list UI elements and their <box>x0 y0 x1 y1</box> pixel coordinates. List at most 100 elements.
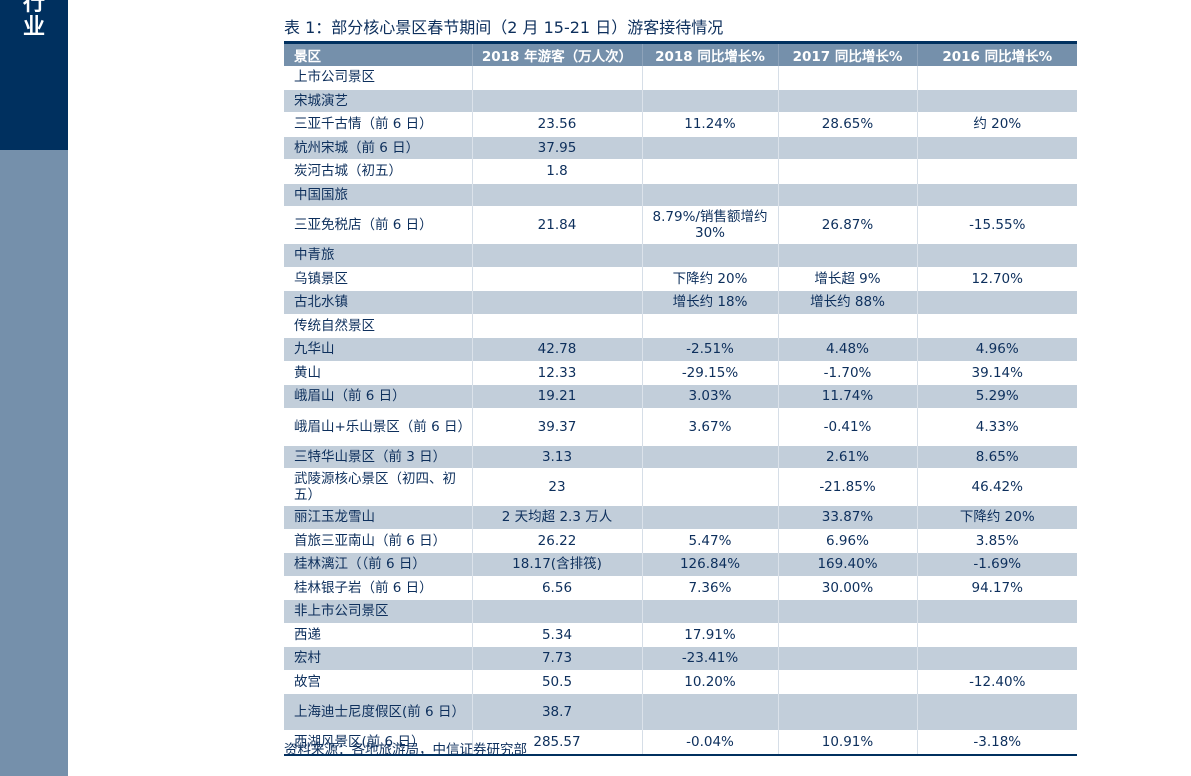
cell-2017-yoy: 10.91% <box>777 730 917 755</box>
cell-2018-yoy <box>641 159 778 183</box>
cell-2018-visitors: 37.95 <box>471 135 642 160</box>
cell-2016-yoy: 3.85% <box>916 528 1077 553</box>
cell-scenic-area: 传统自然景区 <box>284 313 472 338</box>
header-2018-yoy: 2018 同比增长% <box>641 42 778 66</box>
table-row: 上市公司景区 <box>284 66 1077 89</box>
table-row: 丽江玉龙雪山 2 天均超 2.3 万人 33.87% 下降约 20% <box>284 505 1077 529</box>
cell-2018-yoy: 126.84% <box>641 552 778 576</box>
cell-2018-yoy <box>641 313 778 338</box>
cell-2018-yoy <box>641 182 778 207</box>
cell-2017-yoy <box>777 669 917 694</box>
sidebar-section-label: 行业 <box>22 0 45 40</box>
cell-2016-yoy <box>916 182 1077 207</box>
cell-2016-yoy: 5.29% <box>916 384 1077 408</box>
cell-2018-visitors: 23.56 <box>471 112 642 136</box>
cell-2018-yoy: 下降约 20% <box>641 266 778 291</box>
cell-2018-yoy <box>641 66 778 89</box>
cell-2018-visitors <box>471 266 642 291</box>
cell-scenic-area: 桂林漓江（（前 6 日） <box>284 552 472 576</box>
cell-scenic-area: 宋城演艺 <box>284 88 472 113</box>
cell-2017-yoy: 2.61% <box>777 444 917 469</box>
cell-scenic-area: 古北水镇 <box>284 290 472 314</box>
cell-2018-yoy <box>641 468 778 506</box>
table-row: 非上市公司景区 <box>284 599 1077 623</box>
cell-2017-yoy <box>777 622 917 647</box>
cell-2018-yoy: -0.04% <box>641 730 778 755</box>
cell-2016-yoy: 46.42% <box>916 468 1077 506</box>
cell-2018-yoy: 10.20% <box>641 669 778 694</box>
cell-2018-yoy: 增长约 18% <box>641 290 778 314</box>
cell-2018-visitors <box>471 182 642 207</box>
table-row: 宏村 7.73 -23.41% <box>284 646 1077 670</box>
visitor-table: 景区 2018 年游客（万人次） 2018 同比增长% 2017 同比增长% 2… <box>284 41 1077 756</box>
cell-2018-visitors <box>471 243 642 267</box>
cell-2017-yoy: 11.74% <box>777 384 917 408</box>
cell-2018-visitors: 38.7 <box>471 693 642 731</box>
cell-2018-yoy <box>641 135 778 160</box>
cell-2018-visitors: 285.57 <box>471 730 642 755</box>
cell-2018-visitors: 12.33 <box>471 360 642 385</box>
cell-2017-yoy: 30.00% <box>777 575 917 600</box>
cell-2016-yoy <box>916 622 1077 647</box>
cell-2018-visitors <box>471 290 642 314</box>
cell-2018-yoy <box>641 599 778 623</box>
cell-2018-yoy: 17.91% <box>641 622 778 647</box>
cell-scenic-area: 黄山 <box>284 360 472 385</box>
cell-2016-yoy <box>916 646 1077 670</box>
cell-2018-visitors: 2 天均超 2.3 万人 <box>471 505 642 529</box>
cell-2016-yoy <box>916 66 1077 89</box>
cell-2018-yoy <box>641 505 778 529</box>
cell-2018-yoy: 3.03% <box>641 384 778 408</box>
cell-2016-yoy: -1.69% <box>916 552 1077 576</box>
table-row: 杭州宋城（前 6 日） 37.95 <box>284 135 1077 160</box>
cell-2017-yoy: 28.65% <box>777 112 917 136</box>
cell-scenic-area: 三亚千古情（前 6 日） <box>284 112 472 136</box>
header-scenic-area: 景区 <box>284 42 472 66</box>
cell-2018-visitors: 3.13 <box>471 444 642 469</box>
cell-scenic-area: 三特华山景区（前 3 日） <box>284 444 472 469</box>
header-2018-visitors: 2018 年游客（万人次） <box>471 42 642 66</box>
cell-2018-yoy: 8.79%/销售额增约 30% <box>641 206 778 244</box>
cell-2018-visitors <box>471 313 642 338</box>
cell-2017-yoy: 4.48% <box>777 337 917 361</box>
cell-scenic-area: 中国国旅 <box>284 182 472 207</box>
table-row: 三特华山景区（前 3 日） 3.13 2.61% 8.65% <box>284 444 1077 469</box>
cell-2016-yoy: 约 20% <box>916 112 1077 136</box>
cell-2018-visitors: 1.8 <box>471 159 642 183</box>
cell-2018-yoy: -23.41% <box>641 646 778 670</box>
cell-2018-yoy: 11.24% <box>641 112 778 136</box>
cell-2018-visitors: 26.22 <box>471 528 642 553</box>
cell-2016-yoy <box>916 599 1077 623</box>
cell-2018-visitors: 5.34 <box>471 622 642 647</box>
table-row: 黄山 12.33 -29.15% -1.70% 39.14% <box>284 360 1077 385</box>
header-2016-yoy: 2016 同比增长% <box>916 42 1077 66</box>
cell-scenic-area: 西湖风景区(前 6 日） <box>284 730 472 755</box>
cell-2018-visitors <box>471 599 642 623</box>
cell-2016-yoy <box>916 313 1077 338</box>
table-row: 西递 5.34 17.91% <box>284 622 1077 647</box>
cell-2018-visitors: 7.73 <box>471 646 642 670</box>
table-row: 炭河古城（初五） 1.8 <box>284 159 1077 183</box>
cell-2017-yoy: 增长超 9% <box>777 266 917 291</box>
cell-2018-yoy: 5.47% <box>641 528 778 553</box>
cell-2016-yoy: 39.14% <box>916 360 1077 385</box>
table-row: 首旅三亚南山（前 6 日） 26.22 5.47% 6.96% 3.85% <box>284 528 1077 553</box>
table-row: 桂林漓江（（前 6 日） 18.17(含排筏) 126.84% 169.40% -1.6… <box>284 552 1077 576</box>
cell-2016-yoy: 8.65% <box>916 444 1077 469</box>
cell-2018-yoy <box>641 444 778 469</box>
table-row: 中国国旅 <box>284 182 1077 207</box>
cell-2018-visitors: 23 <box>471 468 642 506</box>
table-row: 西湖风景区(前 6 日） 285.57 -0.04% 10.91% -3.18% <box>284 730 1077 755</box>
cell-2017-yoy <box>777 66 917 89</box>
cell-2018-yoy: 7.36% <box>641 575 778 600</box>
cell-2016-yoy: -12.40% <box>916 669 1077 694</box>
cell-2016-yoy <box>916 88 1077 113</box>
cell-2016-yoy: 4.33% <box>916 407 1077 445</box>
table-row: 三亚千古情（前 6 日） 23.56 11.24% 28.65% 约 20% <box>284 112 1077 136</box>
cell-2018-yoy <box>641 243 778 267</box>
cell-2018-yoy: -2.51% <box>641 337 778 361</box>
header-2017-yoy: 2017 同比增长% <box>777 42 917 66</box>
cell-scenic-area: 武陵源核心景区（初四、初五） <box>284 468 472 506</box>
cell-2018-visitors: 21.84 <box>471 206 642 244</box>
cell-2017-yoy <box>777 243 917 267</box>
